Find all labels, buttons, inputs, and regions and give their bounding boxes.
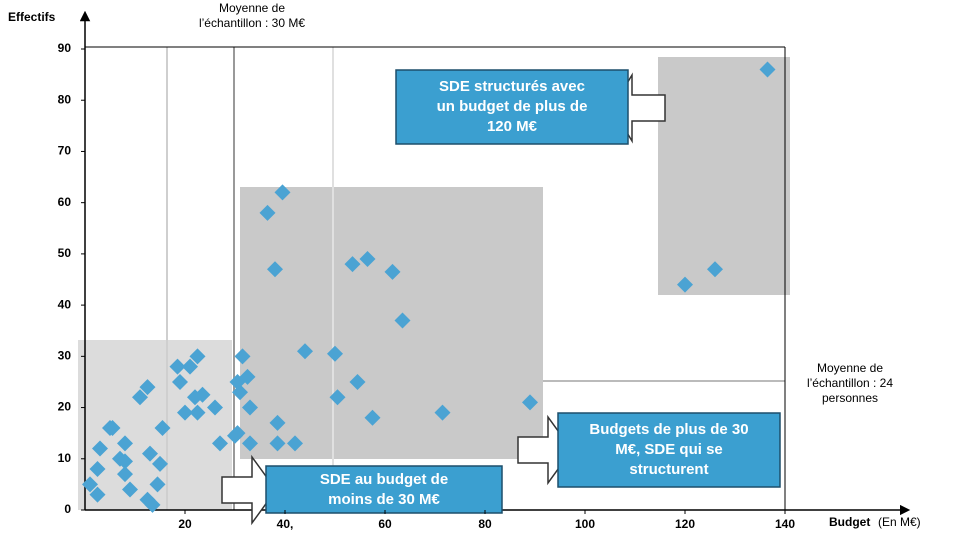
x-axis-unit: (En M€)	[878, 515, 921, 529]
point	[182, 358, 198, 375]
callout	[395, 69, 629, 145]
callout-text: SDE structurés avec	[439, 78, 585, 95]
point	[154, 420, 171, 437]
region	[240, 187, 543, 459]
x-tick-label: 20	[178, 517, 192, 531]
y-axis-label: Effectifs	[8, 10, 56, 24]
point	[92, 440, 108, 457]
point	[394, 312, 411, 329]
y-tick-label: 90	[58, 41, 72, 55]
point	[89, 486, 106, 503]
point	[434, 404, 451, 421]
y-tick-label: 60	[58, 195, 72, 209]
point	[232, 384, 248, 401]
point	[707, 261, 723, 278]
callout	[557, 412, 781, 488]
annotation: Moyenne de	[219, 1, 285, 15]
y-tick-label: 0	[64, 502, 71, 516]
point	[677, 276, 693, 293]
x-tick-label: 120	[675, 517, 695, 531]
point	[522, 394, 538, 411]
point	[207, 399, 223, 416]
point	[194, 386, 211, 403]
point	[149, 476, 166, 493]
point	[344, 256, 361, 273]
point	[117, 466, 133, 483]
point	[117, 453, 133, 470]
y-tick-label: 10	[58, 451, 72, 465]
callout-text: structurent	[629, 461, 708, 478]
point	[89, 461, 106, 478]
annotation: l’échantillon : 24	[807, 376, 893, 390]
y-tick-label: 80	[58, 92, 72, 106]
callout-text: 120 M€	[487, 118, 538, 135]
x-tick-label: 100	[575, 517, 595, 531]
point	[189, 348, 206, 365]
point	[329, 389, 346, 406]
callout-text: Budgets de plus de 30	[589, 421, 748, 438]
region	[658, 57, 790, 295]
x-tick-label: 140	[775, 517, 795, 531]
point	[82, 476, 98, 493]
y-tick-label: 20	[58, 400, 72, 414]
point	[212, 435, 228, 452]
annotation: l’échantillon : 30 M€	[199, 16, 305, 30]
callout	[265, 465, 503, 514]
point	[132, 389, 148, 406]
y-tick-label: 30	[58, 349, 72, 363]
callout-text: SDE au budget de	[320, 471, 448, 488]
point	[122, 481, 138, 498]
y-tick-label: 50	[58, 246, 72, 260]
point	[234, 348, 251, 365]
y-tick-label: 40	[58, 297, 72, 311]
point	[152, 455, 168, 472]
point	[227, 427, 243, 444]
point	[364, 409, 381, 426]
point	[144, 496, 161, 513]
x-axis-label: Budget	[829, 515, 870, 529]
callout-text: un budget de plus de	[437, 98, 588, 115]
point	[177, 404, 193, 421]
point	[269, 435, 286, 452]
annotation: Moyenne de	[817, 361, 883, 375]
callout-text: moins de 30 M€	[328, 491, 440, 508]
arrow	[221, 454, 277, 526]
y-tick-label: 70	[58, 144, 72, 158]
x-tick-label: 60	[378, 517, 392, 531]
point	[274, 184, 291, 201]
annotation: personnes	[822, 391, 878, 405]
point	[267, 261, 283, 278]
point	[327, 345, 343, 362]
point	[287, 435, 303, 452]
point	[242, 399, 258, 416]
point	[104, 420, 121, 437]
point	[172, 373, 188, 390]
point	[359, 251, 376, 268]
point	[169, 358, 186, 375]
point	[759, 61, 776, 78]
point	[189, 404, 206, 421]
x-tick-label: 40,	[277, 517, 294, 531]
x-tick-label: 80	[478, 517, 492, 531]
point	[239, 368, 256, 385]
point	[142, 445, 158, 462]
point	[139, 379, 156, 396]
point	[349, 373, 366, 390]
point	[242, 435, 258, 452]
point	[384, 263, 401, 280]
point	[269, 414, 286, 431]
point	[259, 204, 276, 221]
point	[117, 435, 133, 452]
callout-text: M€, SDE qui se	[615, 441, 723, 458]
point	[297, 343, 313, 360]
